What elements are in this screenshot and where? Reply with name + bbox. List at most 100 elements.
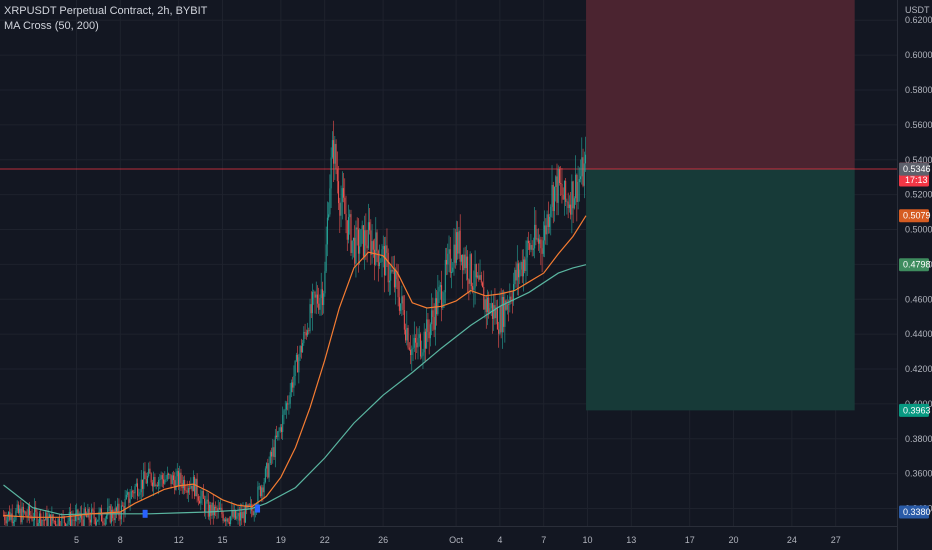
candle <box>503 289 505 333</box>
grid <box>0 0 897 526</box>
candle <box>455 220 457 266</box>
candle <box>391 256 393 274</box>
price-tick-label: 0.6000 <box>905 50 932 60</box>
candle <box>304 323 306 340</box>
candle <box>190 477 192 490</box>
candle <box>253 503 255 522</box>
candle <box>307 322 309 338</box>
candle <box>582 148 584 188</box>
candle <box>227 517 229 524</box>
candle <box>284 400 286 415</box>
candle <box>27 503 29 521</box>
candle <box>138 488 140 497</box>
candle <box>154 473 156 487</box>
candle <box>107 498 109 520</box>
candle <box>415 334 417 360</box>
date-tick-label: 15 <box>217 535 227 545</box>
price-axis-panel <box>897 0 932 550</box>
currency-label: USDT <box>905 5 930 15</box>
candle <box>155 483 157 490</box>
candle <box>418 326 420 347</box>
candle <box>274 428 276 468</box>
candle <box>442 291 444 311</box>
candle <box>565 178 567 207</box>
candle <box>196 473 198 503</box>
candle <box>279 424 281 433</box>
candle <box>92 507 94 515</box>
candle <box>341 171 343 220</box>
candle <box>133 489 135 499</box>
candle <box>485 295 487 329</box>
candle <box>288 395 290 415</box>
candle <box>480 271 482 286</box>
candle <box>264 466 266 484</box>
candle <box>308 327 310 335</box>
candle <box>276 425 278 439</box>
candle <box>240 503 242 528</box>
candle <box>460 254 462 266</box>
candle <box>433 303 435 338</box>
candle <box>129 489 131 511</box>
candle <box>330 147 332 209</box>
candle <box>446 247 448 276</box>
candle <box>550 204 552 236</box>
time-axis[interactable]: 5 8 12 15 19 22 26 Oct 4 7 10 13 17 20 24 27 <box>0 526 897 550</box>
candle <box>535 210 537 246</box>
candle <box>218 502 220 510</box>
candle <box>398 281 400 316</box>
cross-marker <box>142 509 148 518</box>
position-tool[interactable] <box>0 0 897 411</box>
candle <box>300 338 302 359</box>
candle <box>402 295 404 315</box>
candle <box>501 290 503 349</box>
candle <box>187 485 189 503</box>
candle <box>416 326 418 354</box>
candle <box>128 491 130 507</box>
take-profit-zone[interactable] <box>586 168 855 411</box>
candle <box>547 201 549 234</box>
symbol-title[interactable]: XRPUSDT Perpetual Contract, 2h, BYBIT <box>4 5 208 17</box>
candle <box>422 348 424 370</box>
candle <box>141 479 143 498</box>
candle <box>448 235 450 272</box>
price-badges: 0.534717:130.53460.50790.47980.39630.338… <box>899 162 931 519</box>
candle <box>419 332 421 360</box>
candle <box>310 291 312 319</box>
candle <box>438 280 440 304</box>
candle <box>139 489 141 500</box>
candle <box>583 151 585 199</box>
candle <box>335 139 337 175</box>
candle <box>361 220 363 244</box>
candle <box>536 228 538 242</box>
date-tick-label: 20 <box>728 535 738 545</box>
candle <box>437 274 439 316</box>
candle <box>518 260 520 296</box>
candle <box>436 290 438 326</box>
stop-loss-zone[interactable] <box>586 0 855 169</box>
date-tick-label: 5 <box>74 535 79 545</box>
candle <box>165 474 167 483</box>
candle <box>277 431 279 441</box>
candle <box>364 215 366 270</box>
candle <box>98 507 100 526</box>
candle <box>390 265 392 295</box>
indicator-title[interactable]: MA Cross (50, 200) <box>4 20 99 32</box>
candle <box>520 260 522 277</box>
price-tick-label: 0.4400 <box>905 329 932 339</box>
candle <box>515 261 517 288</box>
candle <box>371 224 373 264</box>
candle <box>197 493 199 506</box>
candle <box>470 253 472 290</box>
candle <box>540 236 542 266</box>
candle <box>407 325 409 350</box>
candle <box>491 302 493 334</box>
candle <box>542 221 544 257</box>
candle <box>393 255 395 293</box>
candle <box>313 289 315 305</box>
candle <box>374 238 376 281</box>
candle <box>206 490 208 504</box>
candle <box>505 299 507 311</box>
candle <box>457 221 459 260</box>
